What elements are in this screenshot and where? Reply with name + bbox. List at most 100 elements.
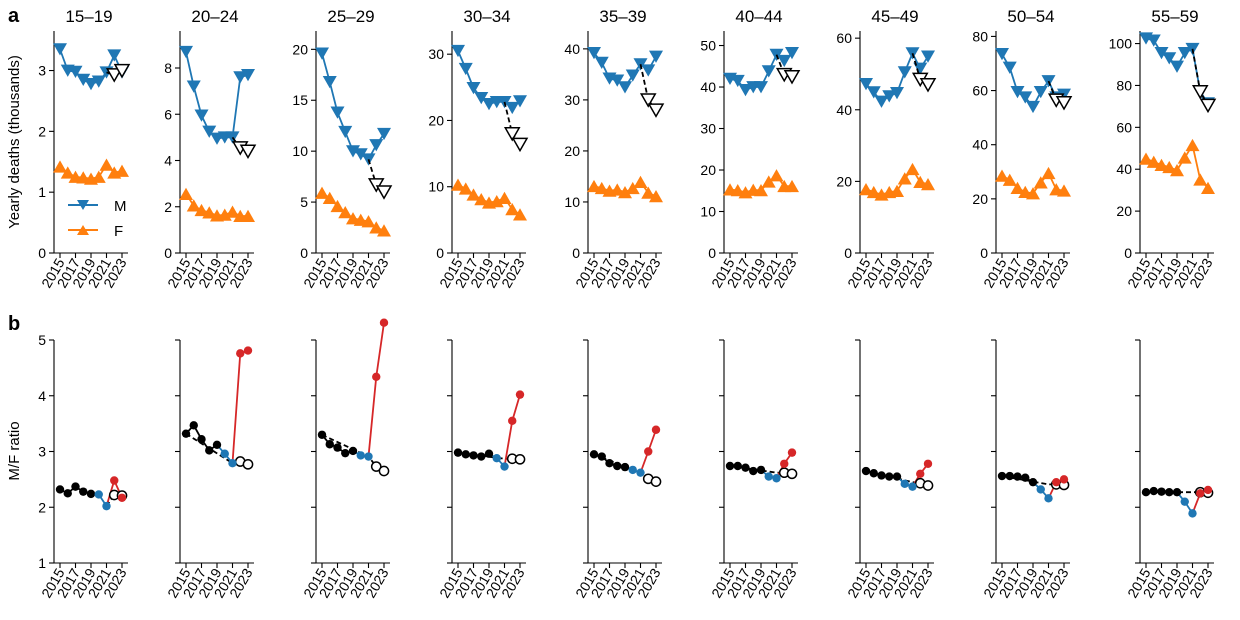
ratio-marker [892, 472, 902, 481]
y-tick-label: 2 [38, 499, 46, 515]
expected-marker [375, 185, 393, 200]
y-tick-label: 40 [836, 102, 852, 118]
ratio-marker [733, 461, 742, 471]
female-marker [1201, 181, 1215, 195]
female-marker [186, 199, 201, 212]
panel-title: 45–49 [871, 7, 918, 26]
male-marker [882, 90, 897, 103]
male-marker [186, 80, 201, 93]
legend-male-label: M [114, 198, 127, 215]
ratio-marker [94, 490, 103, 499]
y-tick-label: 40 [1116, 161, 1132, 177]
ratio-marker [1188, 509, 1197, 518]
expected-ratio-marker [242, 458, 254, 470]
ratio-marker [212, 440, 222, 450]
male-marker [921, 50, 935, 63]
panel-b-label: b [8, 313, 20, 335]
male-marker [641, 64, 656, 77]
ratio-marker [348, 446, 358, 456]
expected-marker [647, 103, 665, 118]
expected-marker [367, 178, 385, 193]
panel-title: 35–39 [599, 7, 646, 26]
ratio-marker [356, 451, 365, 460]
female-marker [99, 158, 114, 171]
ratio-marker [877, 471, 886, 480]
female-marker [633, 175, 648, 189]
female-marker [1057, 184, 1071, 197]
expected-marker [113, 63, 131, 79]
ratio-marker [469, 451, 478, 460]
female-marker [330, 199, 345, 213]
male-marker [179, 45, 193, 59]
female-marker [451, 178, 465, 191]
male-marker [754, 81, 768, 94]
ratio-marker [117, 493, 127, 502]
male-marker [1162, 52, 1177, 65]
ratio-marker [55, 485, 65, 494]
ratio-marker [220, 449, 229, 458]
panel-title: 20–24 [191, 7, 238, 26]
ratio-marker [500, 462, 509, 471]
y-tick-label: 8 [164, 60, 172, 76]
ratio-marker [651, 425, 661, 434]
male-line [185, 51, 249, 140]
ratio-marker [764, 472, 773, 481]
legend-female-label: F [114, 223, 123, 240]
ratio-marker [484, 449, 494, 458]
female-marker [194, 203, 209, 217]
ratio-marker [102, 501, 111, 511]
female-marker [1026, 187, 1040, 200]
expected-marker [919, 78, 937, 93]
ratio-marker [333, 443, 342, 452]
ratio-marker [1044, 494, 1053, 503]
y-tick-label: 10 [428, 179, 444, 195]
ratio-marker [923, 459, 933, 468]
male-marker [594, 56, 609, 69]
y-tick-label: 20 [1116, 203, 1132, 219]
ratio-marker [71, 482, 80, 491]
male-marker [68, 65, 83, 79]
ratio-marker [236, 349, 245, 358]
y-tick-label: 60 [1116, 119, 1132, 135]
male-marker [451, 44, 465, 58]
ratio-marker [364, 452, 373, 461]
y-tick-label: 40 [972, 137, 988, 153]
male-marker [761, 65, 776, 78]
female-marker [890, 184, 904, 198]
male-marker [1026, 100, 1040, 114]
male-marker [1018, 91, 1033, 104]
y-tick-label: 1 [38, 184, 46, 200]
male-marker [107, 49, 122, 62]
ratio-marker [861, 466, 871, 476]
panel-title: 30–34 [463, 7, 510, 26]
ratio-marker [1165, 487, 1174, 497]
ratio-marker [1196, 489, 1205, 498]
ratio-marker [1172, 487, 1182, 497]
female-marker [594, 181, 609, 195]
expected-ratio-marker [922, 480, 934, 491]
male-marker [91, 75, 106, 88]
ratio-marker [1052, 477, 1061, 487]
female-marker [769, 169, 784, 182]
female-marker [1162, 160, 1177, 174]
y-tick-label: 5 [38, 332, 46, 348]
female-marker [866, 185, 881, 199]
female-marker [241, 209, 255, 222]
recent-ratio-line [231, 349, 249, 464]
ratio-marker [605, 459, 614, 468]
male-marker [53, 43, 67, 56]
ratio-marker [1180, 497, 1189, 506]
ratio-marker [772, 474, 781, 483]
male-marker [1170, 60, 1184, 73]
female-marker [369, 221, 384, 234]
male-marker [897, 66, 912, 79]
y-tick-label: 30 [564, 92, 580, 108]
ratio-marker [916, 469, 925, 478]
male-marker [1033, 85, 1048, 99]
ratio-marker [997, 471, 1007, 481]
expected-marker [239, 144, 257, 160]
y-tick-label: 40 [700, 79, 716, 95]
female-marker [91, 170, 106, 183]
